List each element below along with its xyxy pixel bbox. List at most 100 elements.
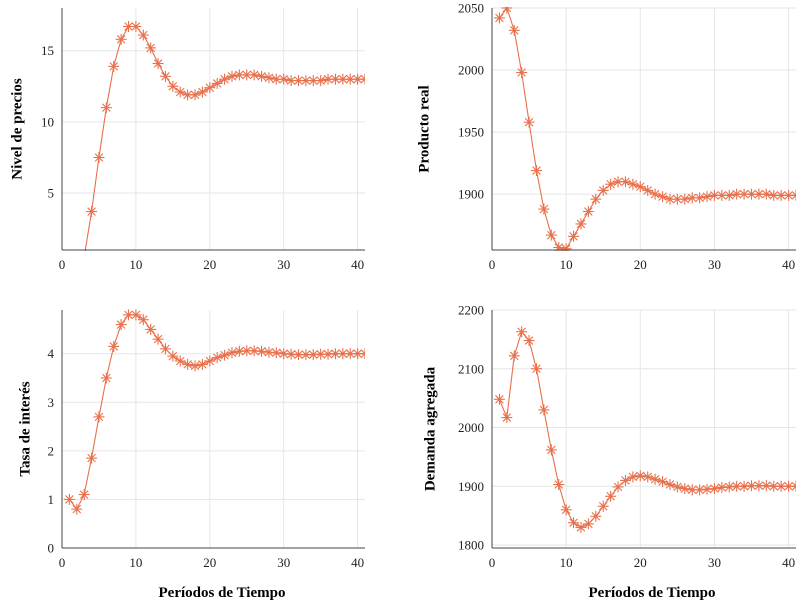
data-point bbox=[93, 151, 105, 163]
data-point bbox=[545, 444, 557, 456]
data-point bbox=[634, 181, 646, 193]
data-point bbox=[493, 12, 505, 24]
data-point bbox=[538, 203, 550, 215]
series-tasa-de-interes bbox=[63, 309, 365, 515]
data-point bbox=[123, 21, 135, 33]
axes-tasa-de-interes: 0 10 20 30 40 0 1 2 3 4 bbox=[48, 310, 365, 570]
data-point bbox=[523, 116, 535, 128]
data-point bbox=[619, 176, 631, 188]
data-point bbox=[130, 21, 142, 33]
data-point bbox=[108, 340, 120, 352]
data-point bbox=[746, 480, 758, 492]
x-tick-label: 40 bbox=[782, 555, 795, 570]
data-point bbox=[108, 60, 120, 72]
data-point bbox=[322, 73, 334, 85]
data-point bbox=[352, 73, 364, 85]
chart-nivel-de-precios: 0 10 20 30 40 5 10 15 Nivel de precios bbox=[9, 8, 365, 272]
data-point bbox=[657, 191, 669, 203]
axes-producto-real: 0 10 20 30 40 1900 1950 2000 2050 bbox=[458, 1, 796, 272]
y-axis-label-demanda-agregada: Demanda agregada bbox=[422, 366, 438, 491]
data-point bbox=[270, 347, 282, 359]
x-tick-label: 0 bbox=[59, 555, 66, 570]
y-tick-label: 1900 bbox=[458, 479, 484, 494]
data-point bbox=[560, 243, 572, 251]
data-point bbox=[359, 73, 365, 85]
data-point bbox=[605, 178, 617, 190]
series-producto-real bbox=[493, 7, 796, 251]
y-tick-label: 1900 bbox=[458, 187, 484, 202]
data-point bbox=[270, 73, 282, 85]
x-tick-label: 20 bbox=[203, 257, 216, 272]
x-tick-label: 20 bbox=[634, 555, 647, 570]
data-point bbox=[493, 393, 505, 405]
data-point bbox=[152, 58, 164, 70]
data-point bbox=[545, 229, 557, 241]
data-point bbox=[760, 480, 772, 492]
y-tick-label: 2000 bbox=[458, 420, 484, 435]
data-point bbox=[582, 518, 594, 530]
data-point bbox=[716, 481, 728, 493]
data-point bbox=[100, 102, 112, 114]
data-point bbox=[300, 349, 312, 361]
data-point bbox=[86, 452, 98, 464]
x-tick-label: 10 bbox=[560, 555, 573, 570]
x-tick-label: 20 bbox=[203, 555, 216, 570]
data-point bbox=[694, 192, 706, 204]
data-point bbox=[315, 348, 327, 360]
data-point bbox=[241, 345, 253, 357]
data-point bbox=[760, 188, 772, 200]
data-point bbox=[196, 358, 208, 370]
data-point bbox=[174, 355, 186, 367]
grid-tasa-de-interes bbox=[62, 310, 365, 548]
data-point bbox=[664, 479, 676, 491]
chart-producto-real: 0 10 20 30 40 1900 1950 2000 2050 Producto real bbox=[416, 1, 796, 272]
data-point bbox=[553, 479, 565, 491]
data-point bbox=[256, 345, 268, 357]
axes-demanda-agregada: 0 10 20 30 40 1800 1900 2000 2100 2200 bbox=[458, 303, 796, 570]
data-point bbox=[560, 504, 572, 516]
x-tick-label: 30 bbox=[708, 555, 721, 570]
y-tick-label: 10 bbox=[41, 114, 54, 129]
series-demanda-agregada bbox=[493, 326, 796, 533]
x-tick-label: 30 bbox=[277, 257, 290, 272]
data-point bbox=[649, 188, 661, 200]
data-point bbox=[530, 363, 542, 375]
y-tick-label: 1 bbox=[48, 492, 55, 507]
data-point bbox=[701, 191, 713, 203]
data-point bbox=[159, 70, 171, 82]
data-point bbox=[516, 326, 528, 338]
data-point bbox=[679, 483, 691, 495]
data-point bbox=[738, 480, 750, 492]
y-tick-label: 15 bbox=[41, 43, 54, 58]
data-point bbox=[605, 490, 617, 502]
data-point bbox=[723, 189, 735, 201]
data-point bbox=[71, 503, 83, 515]
data-point bbox=[664, 193, 676, 205]
y-tick-label: 3 bbox=[48, 395, 55, 410]
grid-demanda-agregada bbox=[492, 309, 796, 548]
data-point bbox=[145, 42, 157, 54]
x-tick-label: 40 bbox=[351, 257, 364, 272]
data-point bbox=[538, 404, 550, 416]
data-point bbox=[679, 193, 691, 205]
data-point bbox=[790, 189, 796, 201]
data-point bbox=[204, 82, 216, 94]
data-point bbox=[248, 69, 260, 81]
y-tick-label: 0 bbox=[48, 541, 55, 556]
data-point bbox=[130, 309, 142, 321]
data-point bbox=[189, 360, 201, 372]
x-tick-label: 20 bbox=[634, 257, 647, 272]
data-point bbox=[100, 372, 112, 384]
x-axis-label-demanda-agregada: Períodos de Tiempo bbox=[589, 585, 716, 601]
data-point bbox=[582, 206, 594, 218]
x-tick-label: 30 bbox=[277, 555, 290, 570]
data-point bbox=[508, 350, 520, 362]
data-point bbox=[115, 33, 127, 45]
data-point bbox=[263, 72, 275, 84]
axes-nivel-de-precios: 0 10 20 30 40 5 10 15 bbox=[41, 8, 365, 272]
data-point bbox=[590, 510, 602, 522]
data-point bbox=[575, 218, 587, 230]
data-point bbox=[167, 80, 179, 92]
data-point bbox=[182, 358, 194, 370]
